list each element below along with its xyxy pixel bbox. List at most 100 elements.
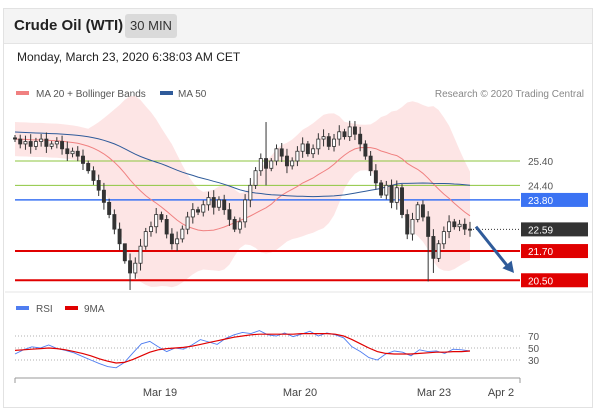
candle-body <box>70 150 75 155</box>
candle-body <box>190 209 195 218</box>
candle-body <box>164 219 169 235</box>
rsi-series-rsi <box>14 330 471 369</box>
candle <box>18 134 23 149</box>
candle-body <box>143 231 148 247</box>
x-tick-label: Mar 19 <box>143 387 177 399</box>
candle-body <box>295 150 300 162</box>
candle <box>295 146 300 167</box>
candle-body <box>28 141 33 147</box>
candle-body <box>264 158 269 169</box>
widget-header: Crude Oil (WTI) 30 MIN <box>4 9 592 44</box>
candle <box>342 128 347 140</box>
candle-body <box>86 163 91 172</box>
candle-body <box>468 228 472 231</box>
candle <box>431 229 436 273</box>
candle <box>321 129 326 147</box>
candle-body <box>269 160 274 169</box>
candle-body <box>149 226 153 232</box>
candle <box>91 166 96 185</box>
candle <box>211 190 216 215</box>
candle <box>138 238 143 271</box>
candle <box>264 122 269 186</box>
candle-body <box>196 209 201 213</box>
candle <box>389 179 394 209</box>
level-label-25.40: 25.40 <box>528 157 553 168</box>
candle <box>373 164 378 190</box>
level-label-23.80: 23.80 <box>528 196 553 207</box>
candle <box>232 216 237 233</box>
candle <box>122 243 127 264</box>
level-badge-23.80 <box>521 192 588 207</box>
candle <box>284 148 289 174</box>
candle <box>128 253 133 290</box>
candle <box>405 209 410 240</box>
candle-body <box>321 136 326 140</box>
candle <box>337 125 342 146</box>
candle <box>33 137 38 151</box>
candle <box>279 142 284 162</box>
candle <box>175 231 180 252</box>
candle <box>222 194 227 215</box>
candle <box>441 226 446 249</box>
candle <box>452 218 457 230</box>
candle <box>112 209 117 235</box>
candle-body <box>452 221 457 228</box>
candle <box>379 179 384 198</box>
x-tick-label: Mar 20 <box>283 387 317 399</box>
candle <box>60 135 65 155</box>
candle-body <box>54 141 59 145</box>
candle <box>196 206 201 216</box>
bollinger-band-area <box>15 96 470 288</box>
candle <box>185 211 190 235</box>
candle <box>394 180 399 210</box>
candle-body <box>394 187 399 203</box>
candle <box>415 201 420 223</box>
candle-body <box>332 138 336 147</box>
candle-body <box>420 204 425 218</box>
candle <box>169 228 174 250</box>
legend-label-ma50: MA 50 <box>178 89 207 100</box>
candle-body <box>133 262 138 274</box>
candle-body <box>159 214 164 220</box>
candle <box>70 147 75 158</box>
level-badge-21.70 <box>521 244 588 259</box>
candle <box>49 141 54 150</box>
candle-body <box>352 126 357 135</box>
candle-body <box>389 184 394 203</box>
level-badge-20.50 <box>521 273 588 288</box>
candle-body <box>138 245 143 264</box>
candle <box>117 222 122 251</box>
rsi-tick-label: 30 <box>528 356 540 367</box>
candle <box>248 178 253 208</box>
candle-body <box>128 260 133 274</box>
candle-body <box>243 199 248 223</box>
timestamp: Monday, March 23, 2020 6:38:03 AM CET <box>17 50 241 64</box>
legend-swatch-9ma <box>65 306 78 310</box>
candle <box>468 221 472 237</box>
candle <box>274 144 279 166</box>
candle-body <box>237 221 242 230</box>
candle-body <box>154 214 159 228</box>
candle-body <box>410 219 415 235</box>
candle-body <box>81 155 85 164</box>
candle-body <box>384 184 389 196</box>
candle-body <box>368 155 373 172</box>
candle-body <box>232 219 237 230</box>
candle-body <box>107 201 112 215</box>
candle <box>400 184 404 219</box>
candle <box>86 160 91 174</box>
legend-label-rsi: RSI <box>36 304 53 315</box>
candle-body <box>358 133 363 145</box>
candle-body <box>227 209 232 220</box>
rsi-tick-label: 70 <box>528 332 540 343</box>
candle-body <box>18 138 23 145</box>
candle <box>159 211 164 223</box>
candle-body <box>96 180 101 191</box>
candle-body <box>211 197 216 208</box>
candle-body <box>258 158 263 172</box>
candle <box>23 135 28 150</box>
timeframe-badge[interactable]: 30 MIN <box>125 14 177 38</box>
candle-body <box>379 182 384 196</box>
candle-body <box>274 148 279 162</box>
candle <box>107 198 112 219</box>
